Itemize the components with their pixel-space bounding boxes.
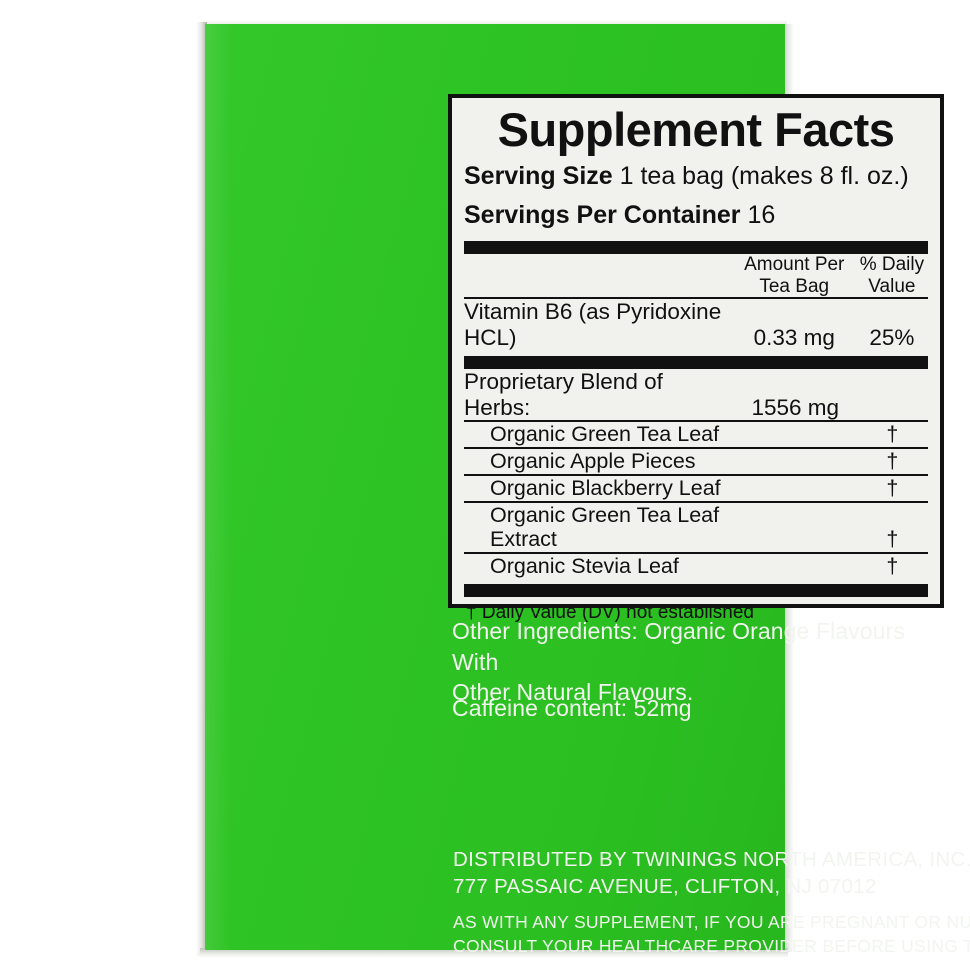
caffeine-content-line: Caffeine content: 52mg	[452, 695, 692, 721]
row-amount	[733, 500, 857, 553]
row-daily-value: †	[856, 551, 928, 579]
row-amount	[733, 447, 857, 475]
row-daily-value: †	[856, 447, 928, 475]
warning-line2: CONSULT YOUR HEALTHCARE PROVIDER BEFORE …	[453, 935, 970, 956]
row-amount: 0.33 mg	[732, 296, 856, 351]
table-row-blend-item: Organic Blackberry Leaf †	[464, 473, 928, 502]
row-amount	[733, 473, 857, 502]
carton-bottom-edge	[200, 948, 788, 958]
caffeine-content-text: Caffeine content: 52mg	[452, 693, 892, 724]
row-name: Organic Stevia Leaf	[464, 551, 734, 579]
servings-per-container-line: Servings Per Container 16	[464, 199, 928, 232]
daily-value-footnote: † Daily Value (DV) not established	[466, 601, 754, 623]
header-dv-line2: Value	[868, 275, 916, 297]
header-spacer	[464, 254, 733, 298]
header-amount-line1: Amount Per	[744, 254, 845, 276]
distributor-line2: 777 PASSAIC AVENUE, CLIFTON, NJ 07012	[453, 875, 877, 899]
warning-block: AS WITH ANY SUPPLEMENT, IF YOU ARE PREGN…	[453, 911, 970, 959]
serving-size-value: 1 tea bag (makes 8 fl. oz.)	[619, 162, 909, 191]
row-amount	[733, 420, 857, 449]
supplement-facts-panel: Supplement Facts Serving Size 1 tea bag …	[448, 94, 944, 623]
distributor-block: DISTRIBUTED BY TWININGS NORTH AMERICA, I…	[453, 846, 970, 901]
distributor-line1: DISTRIBUTED BY TWININGS NORTH AMERICA, I…	[453, 848, 970, 871]
row-daily-value: †	[856, 500, 928, 553]
table-row-blend-item: Organic Green Tea Leaf Extract †	[464, 500, 928, 553]
table-row-proprietary-blend: Proprietary Blend of Herbs: 1556 mg	[464, 369, 928, 422]
row-amount: 1556 mg	[751, 394, 840, 420]
serving-size-label: Serving Size	[464, 162, 613, 191]
supplement-facts-title: Supplement Facts	[497, 103, 895, 156]
table-header-row: Amount Per Tea Bag % Daily Value	[464, 254, 928, 298]
servings-per-container-value: 16	[747, 201, 776, 230]
row-amount	[733, 551, 857, 579]
row-daily-value: †	[856, 420, 928, 449]
row-daily-value: 25%	[855, 296, 928, 351]
row-daily-value	[857, 369, 928, 422]
header-amount-line2: Tea Bag	[759, 275, 830, 297]
carton-back-panel: Supplement Facts Serving Size 1 tea bag …	[205, 24, 970, 956]
row-name: Organic Green Tea Leaf	[464, 420, 734, 449]
carton-left-edge	[196, 22, 207, 956]
row-name: Organic Blackberry Leaf	[464, 473, 734, 502]
supplement-facts-table: Amount Per Tea Bag % Daily Value Vitamin…	[464, 254, 928, 351]
row-name: Vitamin B6 (as Pyridoxine HCL)	[464, 296, 733, 351]
header-dv-line1: % Daily	[859, 254, 925, 276]
row-daily-value: †	[856, 473, 928, 502]
other-ingredients-text: Other Ingredients: Organic Orange Flavou…	[452, 616, 952, 708]
table-row-blend-item: Organic Apple Pieces †	[464, 447, 928, 475]
header-percent-daily-value: % Daily Value	[856, 254, 928, 298]
row-name: Proprietary Blend of Herbs:	[464, 368, 663, 420]
serving-size-line: Serving Size 1 tea bag (makes 8 fl. oz.)	[464, 160, 928, 193]
table-row-blend-item: Organic Stevia Leaf †	[464, 551, 928, 579]
facts-divider-bar-top	[464, 241, 928, 255]
servings-per-container-label: Servings Per Container	[464, 201, 741, 230]
header-amount-per-tea-bag: Amount Per Tea Bag	[733, 254, 856, 298]
carton-top-edge	[203, 20, 787, 26]
other-ingredients-line1: Other Ingredients: Organic Orange Flavou…	[452, 618, 905, 675]
facts-divider-bar-middle	[464, 355, 928, 369]
proprietary-blend-table: Proprietary Blend of Herbs: 1556 mg Orga…	[464, 369, 928, 579]
table-row-vitamin-b6: Vitamin B6 (as Pyridoxine HCL) 0.33 mg 2…	[464, 296, 928, 351]
other-ingredients-line2: Other Natural Flavours.	[452, 679, 694, 706]
warning-line1: AS WITH ANY SUPPLEMENT, IF YOU ARE PREGN…	[453, 912, 970, 932]
row-name: Organic Green Tea Leaf Extract	[464, 500, 734, 553]
row-name: Organic Apple Pieces	[464, 447, 734, 475]
facts-divider-bar-bottom	[464, 583, 928, 597]
table-row-blend-item: Organic Green Tea Leaf †	[464, 420, 928, 449]
